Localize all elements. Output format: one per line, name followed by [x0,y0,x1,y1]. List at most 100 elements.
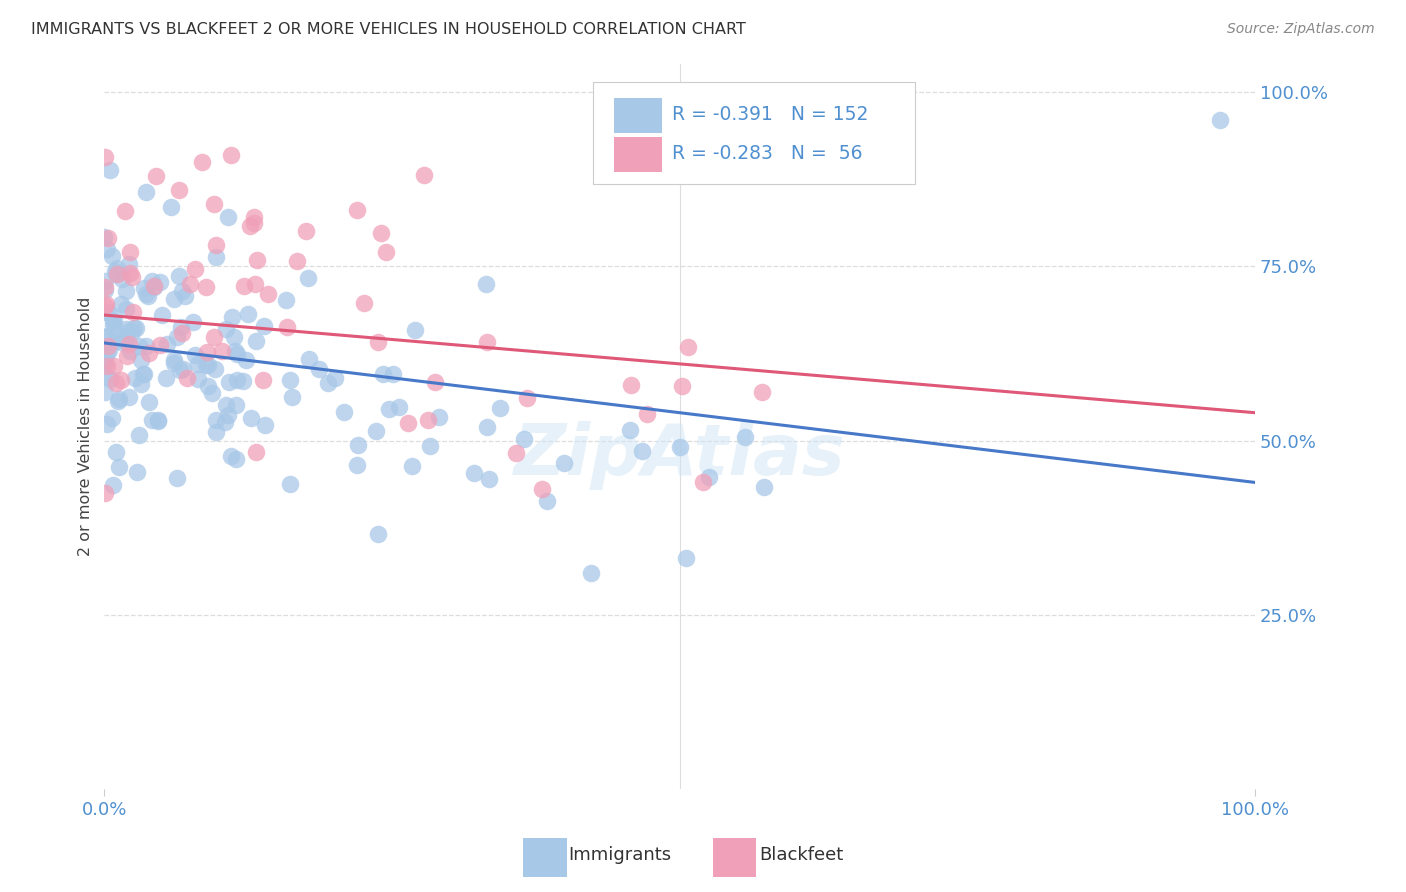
Point [146,413,169,427]
Point [103,314,125,328]
Point [149,275,172,289]
Point [233,278,256,293]
Point [118,324,141,338]
Text: R = -0.391   N = 152: R = -0.391 N = 152 [672,104,868,124]
Point [94,280,117,294]
Point [159,200,181,214]
Point [93,283,115,297]
Point [98,162,121,177]
Point [110,335,132,350]
Point [225,398,247,412]
Point [115,349,138,363]
Point [323,371,346,385]
Point [104,264,127,278]
Point [252,373,274,387]
Point [298,351,321,366]
Point [97,230,120,244]
Point [107,459,129,474]
Point [201,386,224,401]
Point [246,253,269,268]
Point [346,203,368,218]
Point [120,343,142,358]
Point [150,308,173,322]
Point [281,390,304,404]
Point [214,415,236,429]
Point [396,416,419,430]
Point [96,359,118,373]
Point [112,333,135,347]
Point [692,475,714,490]
Point [135,287,157,301]
Point [107,393,129,408]
Point [401,459,423,474]
Point [98,343,121,358]
Point [138,346,160,360]
Point [381,367,404,381]
Point [118,267,141,281]
Point [224,344,246,359]
Point [132,368,155,382]
Point [278,374,301,388]
Point [96,417,118,431]
Point [103,314,125,328]
Point [752,481,775,495]
Point [105,376,128,390]
Point [620,378,643,392]
Point [105,268,128,282]
Point [367,526,389,541]
Point [135,339,157,353]
Point [378,402,401,417]
Point [129,377,152,392]
Point [129,353,152,368]
Point [630,444,652,458]
Point [294,224,316,238]
Point [163,353,186,368]
Point [122,320,145,334]
Point [579,566,602,581]
Point [285,254,308,268]
Point [134,368,156,382]
Point [239,219,262,233]
Point [93,368,115,382]
Point [93,330,115,344]
Point [347,438,370,452]
Point [187,357,209,371]
Point [205,425,228,439]
Point [162,292,184,306]
Point [114,322,136,336]
Point [245,444,267,458]
Point [142,279,165,293]
Point [297,270,319,285]
Point [117,337,139,351]
Point [104,267,127,281]
Text: Source: ZipAtlas.com: Source: ZipAtlas.com [1227,22,1375,37]
Point [364,425,387,439]
Point [107,392,129,406]
Point [181,315,204,329]
Point [353,295,375,310]
Point [135,185,157,199]
Point [94,274,117,288]
Point [236,307,259,321]
Point [404,323,426,337]
Point [148,414,170,428]
Point [235,352,257,367]
Point [205,413,228,427]
Point [93,485,115,500]
Point [513,432,536,446]
Point [553,456,575,470]
Point [423,375,446,389]
Point [101,477,124,491]
Point [187,372,209,386]
Point [141,273,163,287]
Point [128,427,150,442]
Point [94,150,117,164]
Point [427,410,450,425]
Point [536,494,558,508]
Point [225,347,247,361]
Point [194,358,217,372]
Point [197,358,219,372]
Point [145,169,167,183]
Text: IMMIGRANTS VS BLACKFEET 2 OR MORE VEHICLES IN HOUSEHOLD CORRELATION CHART: IMMIGRANTS VS BLACKFEET 2 OR MORE VEHICL… [31,22,745,37]
Point [214,398,236,412]
